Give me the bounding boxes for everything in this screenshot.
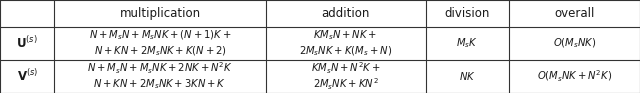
Text: $KM_sN + N^2K+$: $KM_sN + N^2K+$ bbox=[311, 61, 380, 76]
Text: $O(M_sNK + N^2K)$: $O(M_sNK + N^2K)$ bbox=[537, 69, 612, 84]
Text: division: division bbox=[445, 7, 490, 20]
Text: $N + M_sN + M_sNK + (N+1)K+$: $N + M_sN + M_sNK + (N+1)K+$ bbox=[88, 29, 232, 42]
Text: $N + KN + 2M_sNK + K(N+2)$: $N + KN + 2M_sNK + K(N+2)$ bbox=[93, 45, 227, 58]
Text: multiplication: multiplication bbox=[120, 7, 200, 20]
Text: $M_sK$: $M_sK$ bbox=[456, 37, 478, 50]
Text: $2M_sNK + K(M_s + N)$: $2M_sNK + K(M_s + N)$ bbox=[299, 45, 392, 58]
Text: $N + M_sN + M_sNK + 2NK + N^2K$: $N + M_sN + M_sNK + 2NK + N^2K$ bbox=[87, 61, 233, 76]
Text: $O(M_sNK)$: $O(M_sNK)$ bbox=[553, 37, 596, 50]
Text: $NK$: $NK$ bbox=[459, 70, 476, 82]
Text: $2M_sNK + KN^2$: $2M_sNK + KN^2$ bbox=[313, 77, 378, 92]
Text: $\mathbf{U}^{(s)}$: $\mathbf{U}^{(s)}$ bbox=[17, 36, 38, 51]
Text: $KM_sN + NK+$: $KM_sN + NK+$ bbox=[314, 29, 378, 43]
Text: overall: overall bbox=[554, 7, 595, 20]
Text: $N + KN + 2M_sNK + 3KN + K$: $N + KN + 2M_sNK + 3KN + K$ bbox=[93, 77, 227, 91]
Text: addition: addition bbox=[321, 7, 370, 20]
Text: $\mathbf{V}^{(s)}$: $\mathbf{V}^{(s)}$ bbox=[17, 69, 38, 84]
